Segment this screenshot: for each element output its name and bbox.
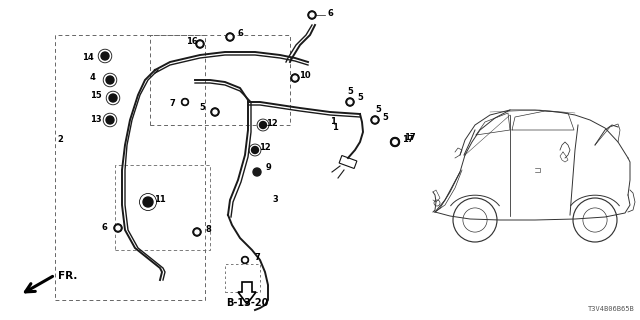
Text: 5: 5: [382, 113, 388, 122]
Text: 5: 5: [199, 103, 205, 113]
Circle shape: [371, 116, 379, 124]
Circle shape: [143, 197, 153, 207]
Text: 7: 7: [254, 253, 260, 262]
Text: 11: 11: [154, 196, 166, 204]
Text: 13: 13: [90, 116, 102, 124]
Circle shape: [243, 258, 247, 262]
Circle shape: [211, 108, 219, 116]
Circle shape: [193, 228, 201, 236]
Text: 8: 8: [205, 226, 211, 235]
Circle shape: [183, 100, 187, 104]
Text: 5: 5: [375, 106, 381, 115]
Text: 15: 15: [90, 92, 102, 100]
Circle shape: [116, 226, 120, 230]
Circle shape: [346, 98, 354, 106]
Circle shape: [308, 11, 316, 19]
Text: 3: 3: [272, 196, 278, 204]
Text: 1: 1: [330, 117, 336, 126]
Text: 1: 1: [332, 123, 338, 132]
Circle shape: [106, 116, 114, 124]
Circle shape: [310, 13, 314, 17]
Circle shape: [348, 100, 352, 104]
Text: 17: 17: [404, 133, 416, 142]
Text: 17: 17: [402, 135, 414, 145]
Circle shape: [106, 76, 114, 84]
Circle shape: [390, 138, 399, 147]
Text: 6: 6: [327, 9, 333, 18]
Circle shape: [393, 140, 397, 144]
Circle shape: [228, 35, 232, 39]
Circle shape: [101, 52, 109, 60]
Text: 4: 4: [90, 73, 96, 82]
Text: 14: 14: [82, 52, 94, 61]
Circle shape: [109, 94, 117, 102]
Circle shape: [182, 99, 189, 106]
Circle shape: [252, 147, 259, 154]
Circle shape: [293, 76, 297, 80]
Text: 6: 6: [237, 29, 243, 38]
Circle shape: [253, 168, 261, 176]
Text: FR.: FR.: [58, 271, 77, 281]
Circle shape: [226, 33, 234, 41]
Text: 16: 16: [186, 37, 198, 46]
Text: 6: 6: [101, 223, 107, 233]
Circle shape: [373, 118, 377, 122]
Circle shape: [213, 110, 217, 114]
Text: 7: 7: [169, 100, 175, 108]
Text: 5: 5: [357, 93, 363, 102]
Text: 9: 9: [265, 164, 271, 172]
Bar: [339, 156, 357, 169]
Circle shape: [114, 224, 122, 232]
FancyArrow shape: [238, 282, 256, 304]
Text: 2: 2: [57, 135, 63, 145]
Text: 12: 12: [266, 118, 278, 127]
Circle shape: [195, 230, 199, 234]
Text: T3V4B06B65B: T3V4B06B65B: [588, 306, 635, 312]
Circle shape: [196, 40, 204, 48]
Text: B-13-20: B-13-20: [226, 298, 268, 308]
Circle shape: [241, 257, 248, 263]
Circle shape: [198, 42, 202, 46]
Circle shape: [259, 122, 266, 129]
Text: 12: 12: [259, 143, 271, 153]
Text: 10: 10: [299, 70, 311, 79]
Text: 5: 5: [347, 87, 353, 97]
Circle shape: [291, 74, 299, 82]
